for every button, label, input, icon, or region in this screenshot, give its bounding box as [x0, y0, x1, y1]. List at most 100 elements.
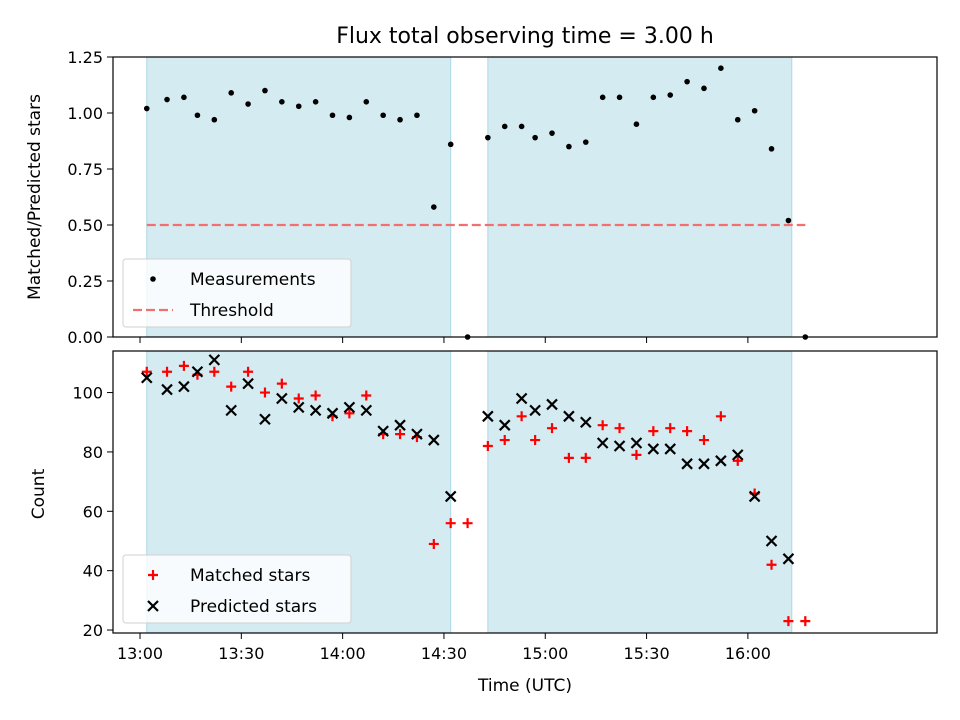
axes-frame [112, 350, 938, 634]
measurement-point [447, 141, 454, 148]
measurement-point [143, 105, 150, 112]
predicted-star-point [596, 437, 609, 449]
legend-dot-icon [150, 276, 156, 282]
predicted-star-point [326, 407, 339, 420]
predicted-star-point [360, 404, 373, 417]
measurement-point [667, 92, 674, 98]
matched-star-point [428, 538, 439, 549]
predicted-star-point [580, 416, 592, 429]
x-tick-label: 16:00 [725, 644, 771, 663]
axes-frame [112, 56, 938, 338]
measurement-point [616, 94, 623, 101]
measurement-point [228, 90, 234, 96]
measurement-point [802, 334, 809, 340]
y-tick-label: 1.00 [67, 104, 103, 123]
y-tick-label: 40 [83, 562, 103, 581]
matched-star-point [462, 518, 473, 529]
measurement-point [346, 114, 353, 121]
y-tick-label: 0.00 [67, 328, 103, 347]
measurement-point [397, 116, 403, 123]
predicted-star-point [411, 428, 423, 440]
predicted-star-point [515, 392, 528, 405]
top-panel: Flux total observing time = 3.00 h Match… [25, 24, 938, 347]
measurement-point [262, 87, 268, 94]
matched-star-point [516, 411, 527, 422]
y-tick-label: 80 [83, 443, 103, 462]
measurement-point [164, 96, 170, 103]
y-tick-label: 20 [83, 621, 103, 640]
predicted-star-point [343, 401, 356, 414]
predicted-star-point [563, 410, 575, 423]
series-matched-stars [141, 360, 811, 627]
measurement-point [718, 65, 724, 71]
matched-star-point [141, 366, 152, 377]
matched-star-point [580, 452, 591, 463]
y-tick-label: 0.25 [67, 272, 103, 291]
measurement-point [279, 99, 285, 105]
matched-star-point [631, 449, 642, 460]
matched-star-point [293, 393, 304, 404]
measurement-point [701, 85, 707, 92]
matched-star-point [682, 426, 693, 437]
matched-star-point [783, 616, 794, 627]
legend-x-icon [147, 600, 159, 612]
measurement-point [329, 112, 336, 119]
measurement-point [245, 101, 251, 107]
predicted-star-point [664, 443, 676, 455]
measurement-point [380, 112, 386, 119]
matched-star-point [243, 366, 254, 377]
measurement-point [363, 99, 370, 105]
matched-star-point [162, 366, 173, 377]
matched-star-point [698, 435, 709, 446]
matched-star-point [499, 435, 510, 446]
predicted-star-point [715, 455, 727, 467]
predicted-star-point [731, 449, 744, 461]
predicted-star-point [782, 553, 795, 565]
predicted-star-point [178, 380, 190, 393]
matched-star-point [259, 387, 270, 398]
legend-label: Predicted stars [190, 597, 317, 617]
measurement-point [518, 123, 525, 130]
predicted-star-point [630, 437, 643, 449]
measurement-point [532, 134, 538, 141]
legend-box [122, 258, 352, 328]
series-predicted-stars [140, 354, 795, 565]
measurement-point [785, 217, 792, 224]
predicted-star-point [765, 535, 778, 547]
matched-star-point [648, 426, 659, 437]
predicted-star-point [647, 443, 660, 455]
predicted-star-point [748, 490, 761, 503]
x-tick-label: 15:30 [624, 644, 670, 663]
measurement-point [295, 103, 302, 110]
measurement-point [684, 78, 690, 85]
y-axis-label-count: Count [29, 468, 49, 519]
predicted-star-point [259, 413, 271, 426]
predicted-star-point [613, 440, 626, 452]
matched-star-point [547, 423, 558, 434]
predicted-star-point [681, 458, 693, 470]
measurement-point [464, 334, 471, 340]
measurement-point [582, 139, 589, 145]
matched-star-point [361, 390, 372, 401]
measurement-point [431, 204, 437, 210]
x-tick-label: 15:00 [522, 644, 568, 663]
predicted-star-point [698, 458, 710, 470]
measurement-point [194, 112, 201, 119]
predicted-star-point [208, 354, 221, 366]
measurement-point [650, 94, 657, 101]
measurement-point [211, 116, 218, 123]
matched-star-point [614, 423, 625, 434]
legend-box [122, 554, 352, 624]
x-tick-label: 13:30 [218, 644, 264, 663]
matched-star-point [344, 408, 355, 419]
measurement-point [633, 121, 640, 127]
matched-star-point [482, 440, 493, 451]
y-tick-label: 60 [83, 502, 103, 521]
legend-label: Threshold [189, 301, 274, 321]
matched-star-point [530, 435, 541, 446]
matched-star-point [226, 381, 237, 392]
observing-interval-2 [487, 350, 793, 634]
legend: Measurements Threshold [122, 258, 352, 328]
predicted-star-point [191, 366, 204, 378]
